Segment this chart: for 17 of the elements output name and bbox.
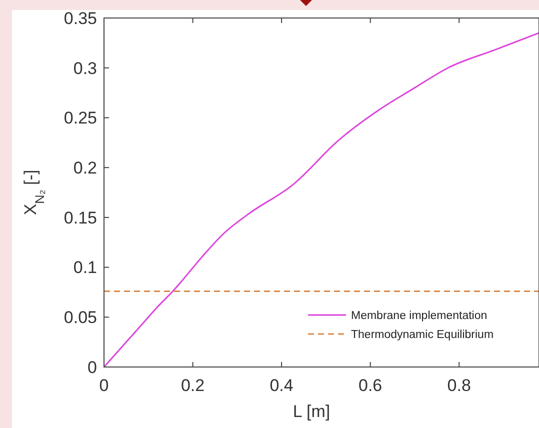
x-axis-title: L [m] — [292, 402, 330, 421]
y-tick-label: 0.05 — [64, 308, 97, 328]
x-tick-label: 0 — [99, 376, 109, 395]
x-tick-label: 0.8 — [447, 376, 471, 395]
y-tick-label: 0.15 — [64, 208, 97, 228]
x-tick-label: 0.4 — [270, 376, 294, 395]
y-tick-label: 0.25 — [64, 108, 97, 128]
line-series — [103, 32, 539, 368]
legend-label: Thermodynamic Equilibrium — [351, 329, 494, 342]
y-tick-label: 0.35 — [64, 8, 97, 28]
x-tick-label: 0.6 — [358, 376, 382, 395]
y-tick-label: 0.3 — [73, 58, 97, 78]
y-tick-label: 0.2 — [73, 158, 97, 178]
y-tick-label: 0.1 — [73, 258, 97, 278]
x-tick-label: 0.2 — [180, 376, 205, 395]
legend-label: Membrane implementation — [351, 310, 488, 322]
y-tick-label: 0 — [88, 358, 97, 377]
